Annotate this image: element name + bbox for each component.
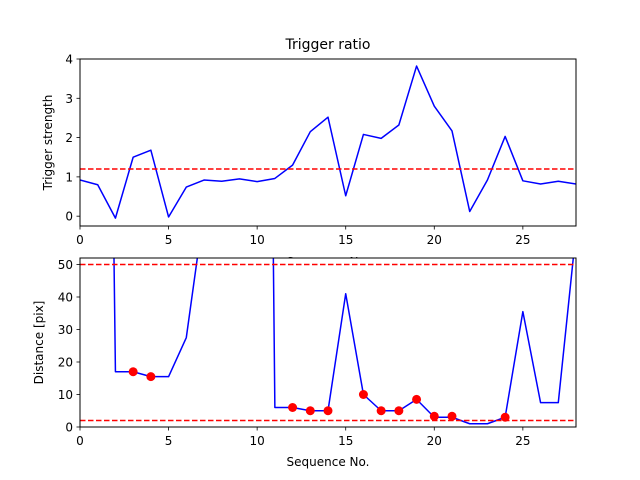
y-tick-label: 2 bbox=[65, 131, 73, 145]
x-tick-label: 15 bbox=[338, 233, 353, 247]
data-point bbox=[394, 406, 404, 416]
axis-ticks: 0 5 10 15 20 25 0 10 20 30 40 50 bbox=[58, 258, 531, 448]
x-tick-label: 0 bbox=[76, 434, 84, 448]
data-point bbox=[500, 412, 510, 422]
axes-frame bbox=[79, 58, 577, 227]
x-tick-label: 5 bbox=[165, 434, 173, 448]
data-point bbox=[412, 394, 422, 404]
plot-area bbox=[80, 65, 576, 219]
axes-background bbox=[80, 258, 576, 427]
x-tick-label: 0 bbox=[76, 233, 84, 247]
x-tick-label: 5 bbox=[165, 233, 173, 247]
data-point bbox=[323, 406, 333, 416]
x-tick-label: 25 bbox=[515, 434, 530, 448]
y-tick-label: 50 bbox=[58, 258, 73, 272]
x-axis-label: Sequence No. bbox=[287, 455, 370, 469]
data-point bbox=[447, 411, 457, 421]
y-axis-label: Distance [pix] bbox=[32, 301, 46, 385]
y-tick-label: 1 bbox=[65, 170, 73, 184]
x-tick-label: 15 bbox=[338, 434, 353, 448]
x-tick-label: 25 bbox=[515, 233, 530, 247]
y-tick-label: 30 bbox=[58, 323, 73, 337]
chart-title: Trigger ratio bbox=[284, 37, 370, 53]
y-tick-label: 0 bbox=[65, 421, 73, 435]
axes-frame bbox=[79, 257, 577, 428]
y-tick-label: 20 bbox=[58, 356, 73, 370]
y-tick-label: 0 bbox=[65, 210, 73, 224]
x-tick-label: 10 bbox=[250, 434, 265, 448]
plot-area bbox=[80, 258, 576, 425]
data-point bbox=[288, 403, 298, 412]
data-point bbox=[358, 390, 368, 399]
y-tick-label: 40 bbox=[58, 291, 73, 305]
data-point bbox=[128, 367, 138, 377]
axis-ticks: 0 5 10 15 20 25 0 1 2 3 4 bbox=[65, 53, 530, 248]
series-line bbox=[80, 65, 576, 219]
y-tick-label: 3 bbox=[65, 92, 73, 106]
x-tick-label: 20 bbox=[427, 434, 442, 448]
x-tick-label: 10 bbox=[250, 233, 265, 247]
y-tick-label: 4 bbox=[65, 53, 73, 67]
x-tick-label: 20 bbox=[427, 233, 442, 247]
data-point bbox=[305, 406, 315, 416]
data-point bbox=[429, 411, 439, 421]
distance-chart: 0 5 10 15 20 25 0 10 20 30 40 50 Sequence No. Dista… bbox=[32, 257, 577, 469]
y-tick-label: 10 bbox=[58, 388, 73, 402]
data-point bbox=[146, 372, 156, 382]
y-axis-label: Trigger strength bbox=[41, 95, 55, 192]
data-point bbox=[376, 406, 386, 416]
